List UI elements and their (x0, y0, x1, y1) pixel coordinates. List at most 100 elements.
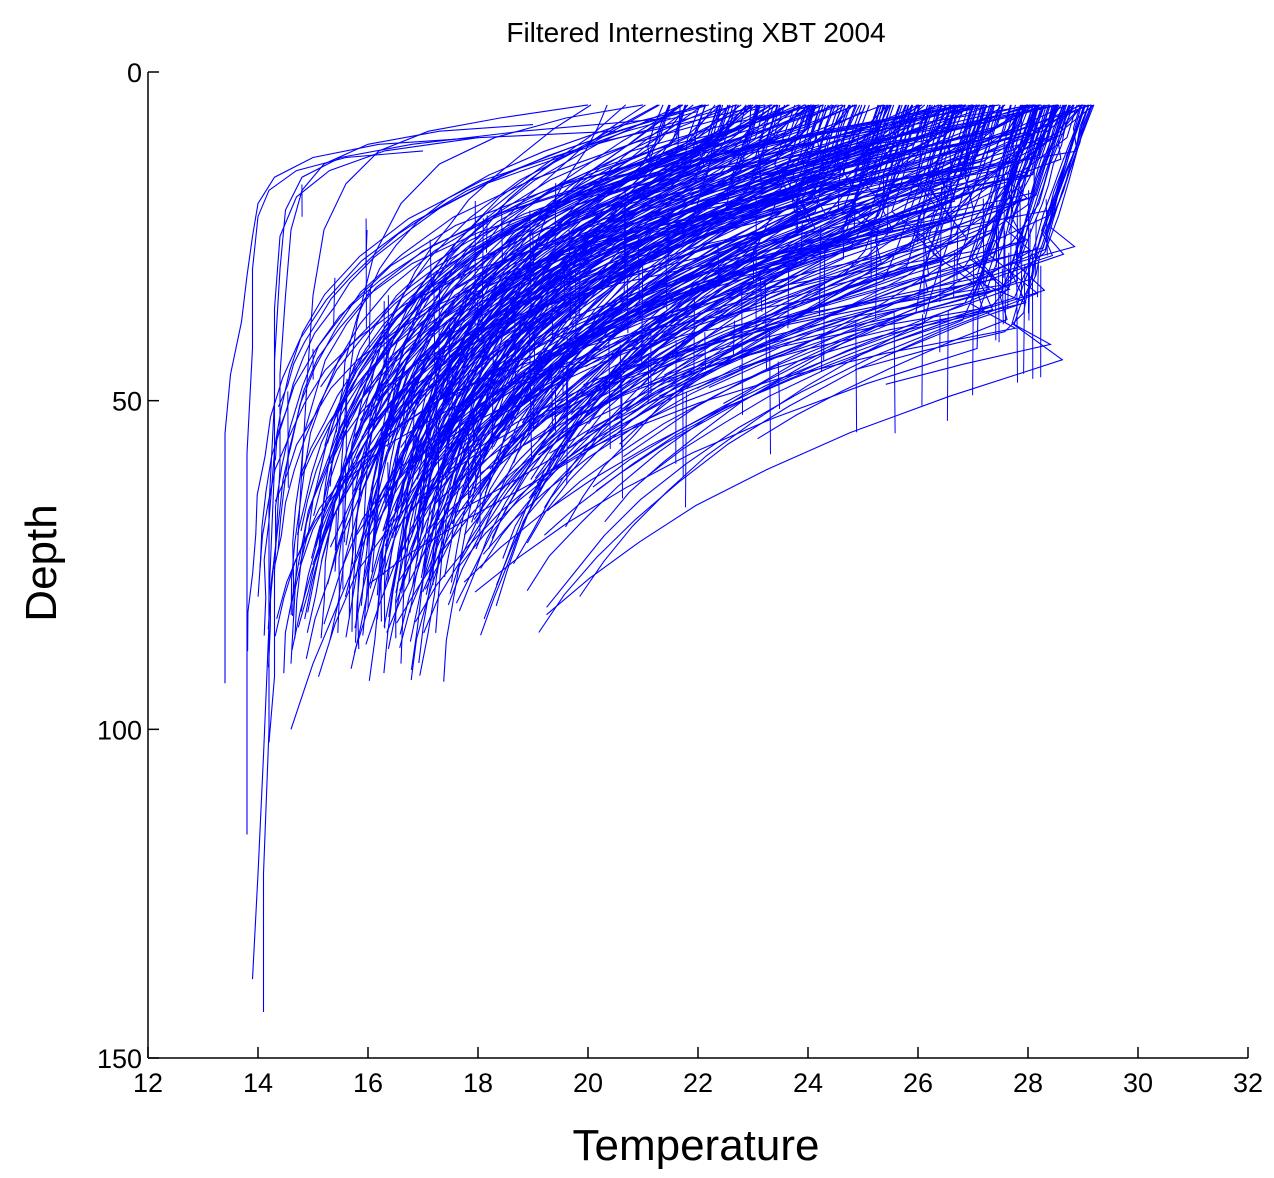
profile-line-extra-292 (305, 104, 754, 659)
profile-line-extra-237 (354, 104, 747, 643)
profile-spike-88 (704, 332, 706, 371)
profile-line-extra-295 (510, 104, 844, 421)
profile-line-extra-137 (488, 104, 946, 550)
profile-spike-118 (563, 272, 566, 306)
profile-line-extra-321 (410, 104, 1093, 511)
profile-line-extra-160 (426, 104, 1026, 534)
profile-spike-91 (1023, 264, 1026, 374)
profile-line-extra-136 (319, 104, 1067, 545)
profile-line-extra-305 (440, 104, 1074, 475)
x-tick-label-8: 28 (1013, 1068, 1043, 1098)
profile-spike-52 (777, 361, 781, 410)
profile-line-extra-118 (538, 104, 1064, 456)
profile-line-extra-315 (335, 104, 706, 433)
profile-line-extra-278 (292, 104, 951, 617)
profile-line-extra-299 (454, 104, 694, 466)
profile-spike-75 (568, 229, 572, 319)
profile-spike-12 (479, 446, 482, 534)
profile-line-extra-106 (565, 104, 1067, 528)
profile-spike-44 (368, 286, 371, 348)
x-tick-label-6: 24 (793, 1068, 823, 1098)
profile-spike-54 (787, 259, 790, 329)
x-tick-label-1: 14 (243, 1068, 273, 1098)
profile-line-extra-239 (360, 104, 857, 606)
profile-line-extra-298 (384, 104, 1059, 504)
x-tick-label-9: 30 (1123, 1068, 1153, 1098)
profile-spike-24 (352, 462, 354, 565)
profile-spike-103 (665, 254, 668, 310)
profile-line-extra-225 (544, 104, 1022, 536)
profile-line-extra-279 (647, 104, 1071, 477)
profile-line-extra-300 (435, 104, 978, 633)
profile-spike-78 (429, 239, 432, 287)
profile-line-extra-270 (382, 104, 707, 532)
profile-line-extra-310 (447, 104, 958, 606)
profile-line-extra-65 (300, 104, 806, 476)
profile-spike-92 (608, 338, 611, 449)
profile-line-extra-319 (496, 104, 1040, 389)
profile-spike-3 (953, 251, 956, 298)
profile-line-extra-220 (318, 104, 957, 546)
profile-spike-42 (1020, 230, 1023, 297)
profile-line-extra-272 (478, 104, 608, 433)
profile-spike-59 (823, 242, 826, 361)
x-tick-label-4: 20 (573, 1068, 603, 1098)
profile-spike-86 (486, 215, 488, 253)
profile-line-extra-313 (291, 104, 737, 651)
x-tick-label-7: 26 (903, 1068, 933, 1098)
profile-spike-53 (365, 229, 368, 268)
profile-line-extra-253 (267, 104, 790, 668)
profile-spike-8 (448, 324, 450, 449)
profile-line-extra-127 (324, 104, 963, 447)
profile-line-extra-320 (383, 104, 824, 531)
profile-line-12 (251, 130, 616, 980)
profile-line-extra-221 (543, 104, 918, 508)
profile-line-extra-291 (391, 104, 1023, 535)
profile-spike-15 (333, 277, 336, 326)
profile-spike-40 (477, 300, 480, 340)
profile-line-13 (262, 117, 671, 1012)
profile-line-extra-259 (482, 104, 1037, 555)
profile-spike-14 (921, 314, 924, 406)
profile-line-extra-275 (492, 104, 903, 448)
profile-line-extra-30 (355, 104, 592, 439)
profile-spike-95 (351, 441, 353, 476)
profile-spike-17 (578, 246, 581, 320)
profile-line-extra-232 (451, 104, 926, 525)
profile-line-extra-258 (441, 104, 670, 410)
profile-spike-36 (647, 355, 650, 404)
profile-line-extra-312 (320, 104, 812, 388)
profile-line-extra-242 (727, 104, 1053, 360)
profile-spike-67 (334, 512, 337, 551)
profile-line-extra-289 (307, 104, 671, 613)
profile-spike-56 (818, 225, 822, 317)
profile-spike-70 (972, 264, 974, 396)
profile-spike-116 (1034, 217, 1037, 277)
profile-line-extra-323 (538, 104, 1043, 633)
profile-line-extra-238 (379, 104, 758, 432)
profile-line-11 (268, 124, 534, 743)
profile-line-extra-180 (487, 104, 850, 479)
profile-spike-106 (619, 344, 622, 448)
profile-line-extra-318 (329, 104, 800, 640)
profile-spike-2 (1037, 264, 1039, 298)
profile-line-extra-309 (592, 104, 996, 488)
profile-spike-101 (474, 445, 477, 490)
profile-spike-66 (1016, 270, 1018, 383)
profile-line-extra-233 (526, 104, 979, 591)
profile-spike-55 (626, 233, 629, 334)
profile-spike-99 (800, 220, 803, 267)
profile-spike-10 (855, 321, 858, 433)
profile-line-extra-162 (884, 104, 1046, 357)
profile-spike-37 (529, 382, 533, 463)
profile-spike-51 (939, 186, 942, 303)
profile-line-extra-55 (324, 104, 659, 496)
x-tick-label-10: 32 (1233, 1068, 1263, 1098)
profile-line-extra-122 (474, 104, 1050, 593)
profile-line-extra-282 (531, 104, 1034, 465)
profile-spike-64 (529, 210, 532, 318)
profile-spike-57 (472, 408, 475, 449)
profile-line-extra-252 (321, 104, 747, 512)
x-tick-label-0: 12 (133, 1068, 163, 1098)
profile-spike-72 (760, 279, 763, 312)
